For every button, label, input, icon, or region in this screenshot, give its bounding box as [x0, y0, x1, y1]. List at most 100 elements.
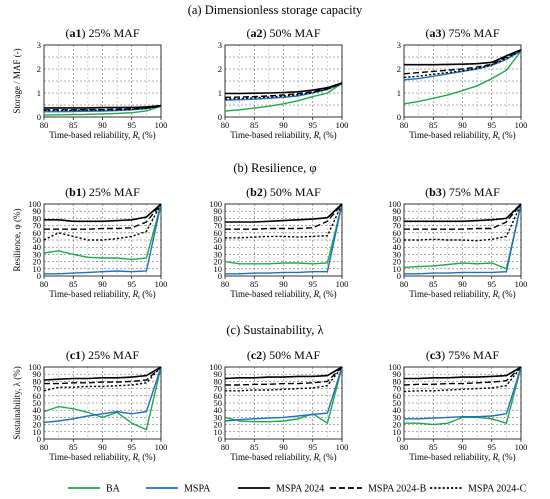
y-tick-label: 70 [33, 384, 42, 394]
series-line-mspa-2024-c [43, 203, 162, 241]
x-axis-label-post: (%) [500, 130, 516, 140]
y-tick-label: 50 [33, 235, 42, 245]
x-axis-label-var: R [313, 130, 320, 140]
panel-title-paren: ( [65, 185, 69, 199]
series-line-mspa [225, 203, 343, 275]
y-tick-label: 20 [393, 257, 402, 267]
x-tick-label: 95 [488, 120, 497, 130]
y-tick-label: 100 [388, 362, 401, 372]
legend-label: MSPA 2024-C [468, 484, 527, 495]
x-tick-label: 80 [40, 442, 49, 452]
chart-a2: (a2) 50% MAF 80 85 90 95 100 0 1 2 3 Time-based re… [218, 26, 349, 142]
x-tick-label: 95 [309, 279, 318, 289]
y-tick-label: 1 [397, 88, 401, 98]
y-tick-label: 80 [33, 213, 42, 223]
x-tick-label: 95 [488, 279, 497, 289]
x-tick-label: 100 [155, 279, 168, 289]
x-axis-label-sub: t [138, 294, 140, 301]
series-line-ba [43, 105, 162, 116]
series-line-mspa-2024-c [404, 203, 522, 242]
x-axis-label: Time-based reliability, Rt (%) [230, 289, 336, 301]
series-line-mspa-2024-b [44, 203, 162, 230]
y-tick-label: 10 [393, 427, 402, 437]
section-title-b: (b) Resilience, φ [233, 161, 316, 175]
x-axis-label-pre: Time-based reliability, [49, 289, 132, 299]
panel-title: (b1) 25% MAF [65, 185, 140, 199]
y-tick-label: 90 [393, 206, 402, 216]
x-axis-label-post: (%) [500, 289, 516, 299]
x-tick-label: 90 [458, 120, 467, 130]
x-axis-label-pre: Time-based reliability, [49, 452, 132, 462]
panel-title-id: a3 [429, 26, 441, 40]
series-line-ba [224, 203, 343, 265]
panel-title-paren: ( [246, 185, 250, 199]
x-tick-label: 80 [400, 442, 409, 452]
x-axis-label-sub: t [319, 457, 321, 464]
series-line-ba [224, 366, 343, 425]
y-tick-label: 60 [214, 228, 223, 238]
y-tick-label: 70 [214, 384, 223, 394]
x-axis-label-post: (%) [321, 289, 337, 299]
series-line-mspa-2024-b [44, 366, 162, 385]
y-tick-label: 100 [209, 362, 222, 372]
panel-title-id: a1 [69, 26, 81, 40]
y-tick-label: 10 [33, 264, 42, 274]
x-axis-label-pre: Time-based reliability, [49, 130, 132, 140]
x-axis-label-pre: Time-based reliability, [230, 130, 313, 140]
x-axis-label-sub: t [498, 294, 500, 301]
y-tick-label: 2 [218, 64, 222, 74]
x-tick-label: 80 [221, 279, 230, 289]
y-tick-label: 70 [33, 221, 42, 231]
x-tick-label: 85 [429, 442, 438, 452]
x-tick-label: 80 [221, 442, 230, 452]
panel-title-paren: ( [66, 348, 70, 362]
series-line-mspa-2024 [225, 82, 343, 95]
y-tick-label: 100 [28, 362, 41, 372]
x-tick-label: 90 [98, 120, 107, 130]
x-tick-label: 90 [279, 442, 288, 452]
series-line-mspa [224, 366, 343, 422]
x-axis-label-post: (%) [500, 452, 516, 462]
x-tick-label: 85 [69, 279, 78, 289]
series-line-mspa-2024 [43, 366, 162, 381]
y-tick-label: 50 [214, 398, 223, 408]
y-tick-label: 0 [37, 271, 41, 281]
x-axis-label-sub: t [319, 135, 321, 142]
x-tick-label: 95 [309, 442, 318, 452]
panel-title-rest: ) 75% MAF [441, 26, 499, 40]
series-line-ba [224, 82, 343, 112]
y-tick-label: 80 [214, 376, 223, 386]
y-tick-label: 20 [33, 257, 42, 267]
panel-title-rest: ) 50% MAF [263, 185, 321, 199]
panel-title-paren: ( [247, 348, 251, 362]
x-axis-label: Time-based reliability, Rt (%) [49, 130, 155, 142]
x-tick-label: 90 [279, 279, 288, 289]
panel-title-paren: ( [426, 348, 430, 362]
x-axis-label: Time-based reliability, Rt (%) [409, 130, 515, 142]
panel-title-rest: ) 25% MAF [81, 26, 139, 40]
x-tick-label: 90 [98, 442, 107, 452]
panel-title: (c3) 75% MAF [426, 348, 500, 362]
x-axis-label: Time-based reliability, Rt (%) [409, 289, 515, 301]
section-titles: (a) Dimensionless storage capacity (b) R… [188, 3, 363, 337]
y-tick-label: 70 [393, 384, 402, 394]
y-tick-label: 100 [209, 199, 222, 209]
x-axis-label-sub: t [138, 135, 140, 142]
x-axis-label-pre: Time-based reliability, [230, 289, 313, 299]
section-title-a: (a) Dimensionless storage capacity [188, 3, 363, 17]
legend-label: BA [106, 484, 121, 495]
series-line-mspa-2024-b [225, 203, 343, 230]
series-line-mspa-2024 [404, 49, 522, 66]
series-line-mspa-2024 [225, 203, 343, 223]
x-tick-label: 90 [458, 442, 467, 452]
panel-title-id: c3 [430, 348, 441, 362]
x-tick-label: 80 [400, 279, 409, 289]
y-tick-label: 30 [214, 249, 223, 259]
y-tick-label: 0 [37, 434, 41, 444]
x-axis-label: Time-based reliability, Rt (%) [230, 452, 336, 464]
x-axis-label-sub: t [319, 294, 321, 301]
x-tick-label: 80 [221, 120, 230, 130]
x-axis-label-post: (%) [321, 130, 337, 140]
